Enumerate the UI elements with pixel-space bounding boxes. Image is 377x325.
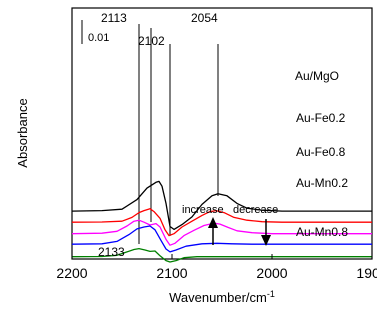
peak-label-2054: 2054 [191,11,218,25]
arrow-down-icon [261,219,271,246]
annotation-increase: increase [182,204,224,216]
plot-frame [71,7,373,260]
series-label-au-mn0-8: Au-Mn0.8 [296,225,348,239]
peak-label-2102: 2102 [138,34,165,48]
x-axis-title-main: Wavenumber/cm [169,290,267,305]
series-line-au-fe0-2 [71,208,372,237]
x-tick-label-2000: 2000 [256,265,287,281]
x-axis-title: Wavenumber/cm-1 [169,289,275,305]
series-line-au-mgo [71,180,372,231]
series-label-au-fe0-8: Au-Fe0.8 [296,145,346,159]
series-label-au-mgo: Au/MgO [295,69,339,83]
reference-lines [138,24,219,244]
series-line-au-fe0-8 [71,219,372,246]
annotation-decrease: decrease [233,204,278,216]
peak-label-2113: 2113 [101,11,127,25]
arrow-up-icon [208,217,218,245]
x-tick-label-2200: 2200 [56,265,87,281]
scale-bar-label: 0.01 [88,32,109,44]
x-tick-label-2100: 2100 [156,265,187,281]
series-label-au-mn0-2: Au-Mn0.2 [296,176,348,190]
series-line-au-mn0-8 [71,247,372,263]
peak-label-2133: 2133 [98,245,125,259]
series-label-au-fe0-2: Au-Fe0.2 [296,111,346,125]
x-axis-title-superscript: -1 [267,289,275,299]
y-axis-title: Absorbance [15,98,30,167]
